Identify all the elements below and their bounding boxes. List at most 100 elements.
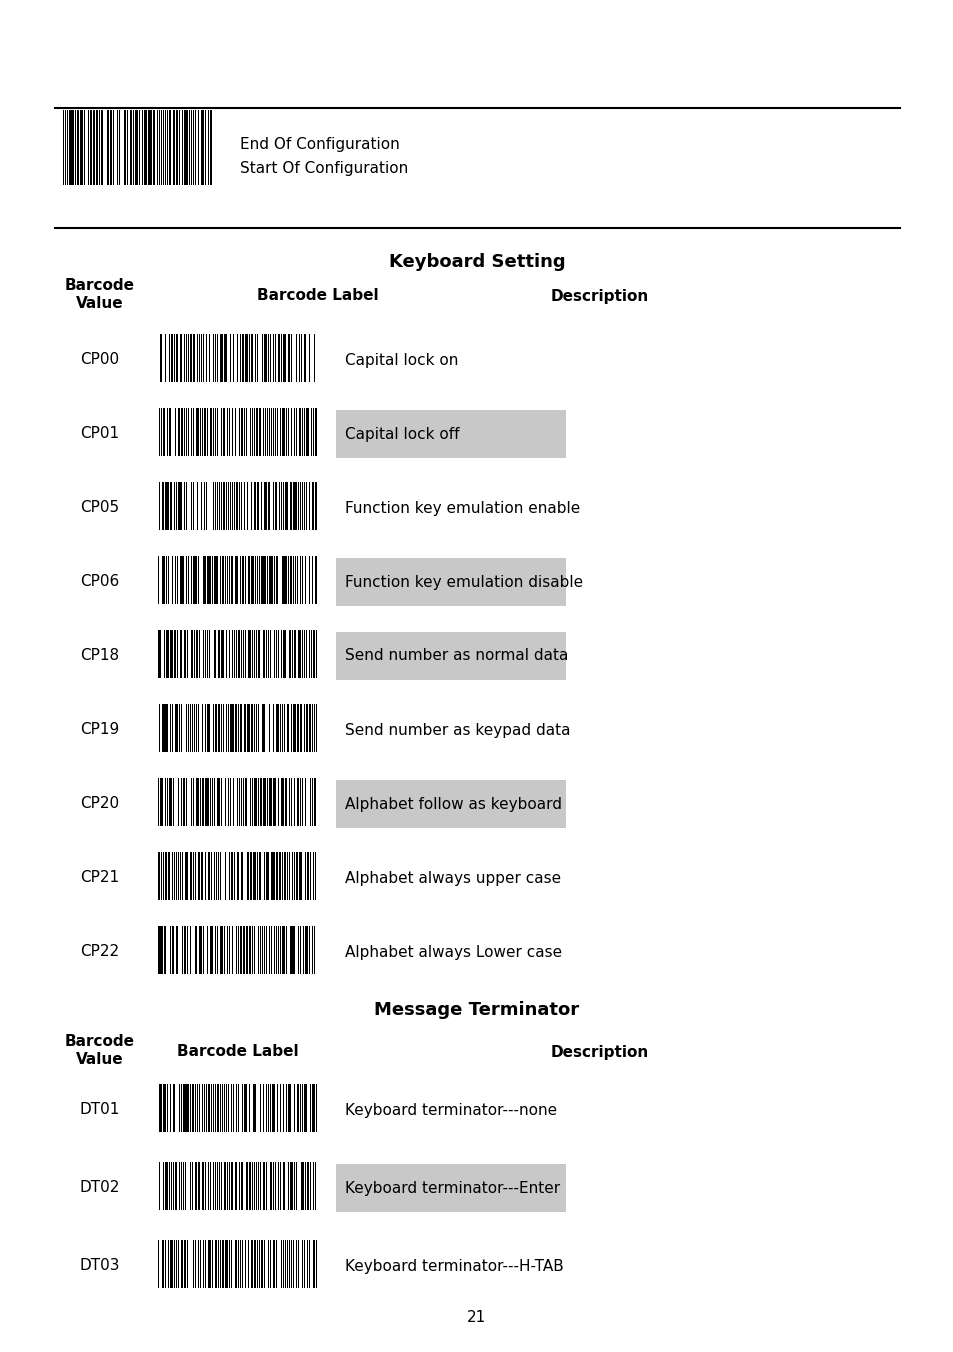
Bar bbox=[238, 1161, 239, 1210]
Bar bbox=[271, 852, 272, 900]
Bar bbox=[304, 926, 307, 973]
Bar bbox=[209, 777, 210, 826]
Bar bbox=[243, 630, 244, 677]
Bar bbox=[266, 1161, 267, 1210]
Bar bbox=[282, 1240, 283, 1288]
Bar bbox=[233, 852, 234, 900]
Bar bbox=[182, 852, 183, 900]
Bar bbox=[234, 704, 236, 752]
Bar bbox=[173, 630, 175, 677]
Bar bbox=[174, 110, 175, 185]
Bar bbox=[231, 852, 233, 900]
Bar bbox=[176, 1240, 177, 1288]
Text: Barcode Label: Barcode Label bbox=[176, 1045, 298, 1060]
Bar bbox=[273, 704, 274, 752]
Bar bbox=[256, 334, 258, 383]
Bar bbox=[284, 704, 285, 752]
Bar bbox=[303, 630, 305, 677]
Bar bbox=[230, 777, 231, 826]
Bar bbox=[306, 704, 308, 752]
Bar bbox=[307, 852, 308, 900]
Bar bbox=[176, 110, 177, 185]
Bar bbox=[80, 110, 83, 185]
Bar bbox=[256, 852, 257, 900]
Bar bbox=[251, 556, 254, 604]
Bar bbox=[154, 852, 158, 900]
Bar bbox=[213, 852, 215, 900]
Bar bbox=[295, 1161, 296, 1210]
Bar bbox=[285, 777, 287, 826]
Bar bbox=[162, 483, 164, 530]
Text: CP06: CP06 bbox=[80, 575, 119, 589]
Bar bbox=[297, 926, 298, 973]
Text: Alphabet follow as keyboard: Alphabet follow as keyboard bbox=[345, 796, 561, 811]
Bar bbox=[279, 334, 280, 383]
Bar bbox=[313, 1161, 314, 1210]
Bar bbox=[157, 556, 158, 604]
Bar bbox=[164, 1161, 167, 1210]
Bar bbox=[154, 408, 158, 456]
Text: Keyboard terminator---none: Keyboard terminator---none bbox=[345, 1102, 557, 1118]
Bar bbox=[252, 630, 253, 677]
Bar bbox=[254, 852, 255, 900]
Bar bbox=[166, 556, 167, 604]
Bar bbox=[158, 110, 159, 185]
Text: Barcode Label: Barcode Label bbox=[256, 288, 378, 303]
Bar bbox=[261, 483, 262, 530]
Bar bbox=[184, 408, 185, 456]
Bar bbox=[269, 556, 272, 604]
Bar bbox=[159, 334, 160, 383]
Bar bbox=[309, 556, 310, 604]
Bar bbox=[156, 777, 157, 826]
Bar bbox=[291, 483, 292, 530]
Bar bbox=[302, 777, 303, 826]
Bar bbox=[267, 777, 268, 826]
Bar bbox=[153, 110, 154, 185]
Bar bbox=[301, 408, 302, 456]
Bar bbox=[227, 926, 228, 973]
Bar bbox=[170, 926, 171, 973]
Bar bbox=[214, 630, 215, 677]
Bar bbox=[245, 334, 248, 383]
Bar bbox=[188, 408, 189, 456]
Text: Keyboard Setting: Keyboard Setting bbox=[388, 253, 565, 270]
Bar bbox=[158, 1240, 159, 1288]
Bar bbox=[271, 408, 272, 456]
Bar bbox=[293, 483, 295, 530]
Bar bbox=[154, 926, 158, 973]
Text: CP20: CP20 bbox=[80, 796, 119, 811]
Bar bbox=[189, 110, 190, 185]
Bar bbox=[270, 630, 272, 677]
Bar bbox=[197, 556, 198, 604]
Bar bbox=[316, 926, 319, 973]
Bar bbox=[209, 1240, 212, 1288]
Bar bbox=[246, 408, 247, 456]
Bar bbox=[221, 556, 223, 604]
Bar bbox=[229, 556, 230, 604]
Bar bbox=[294, 704, 296, 752]
Bar bbox=[245, 926, 248, 973]
Bar bbox=[165, 483, 168, 530]
Bar bbox=[183, 1161, 184, 1210]
Bar bbox=[231, 1240, 232, 1288]
Text: Barcode: Barcode bbox=[65, 279, 135, 293]
Bar bbox=[60, 110, 63, 185]
Bar bbox=[205, 630, 206, 677]
Bar bbox=[228, 1084, 229, 1132]
Bar bbox=[303, 408, 304, 456]
Bar bbox=[247, 852, 249, 900]
Text: CP18: CP18 bbox=[80, 649, 119, 664]
Bar bbox=[180, 556, 182, 604]
Bar bbox=[284, 852, 286, 900]
Bar bbox=[154, 630, 158, 677]
Text: End Of Configuration: End Of Configuration bbox=[240, 138, 399, 153]
Bar bbox=[316, 852, 319, 900]
Bar bbox=[177, 777, 178, 826]
Bar bbox=[181, 704, 182, 752]
Bar bbox=[299, 483, 301, 530]
Bar bbox=[260, 556, 263, 604]
Bar bbox=[314, 408, 316, 456]
Bar bbox=[268, 630, 269, 677]
Bar bbox=[192, 110, 193, 185]
Bar bbox=[170, 630, 171, 677]
